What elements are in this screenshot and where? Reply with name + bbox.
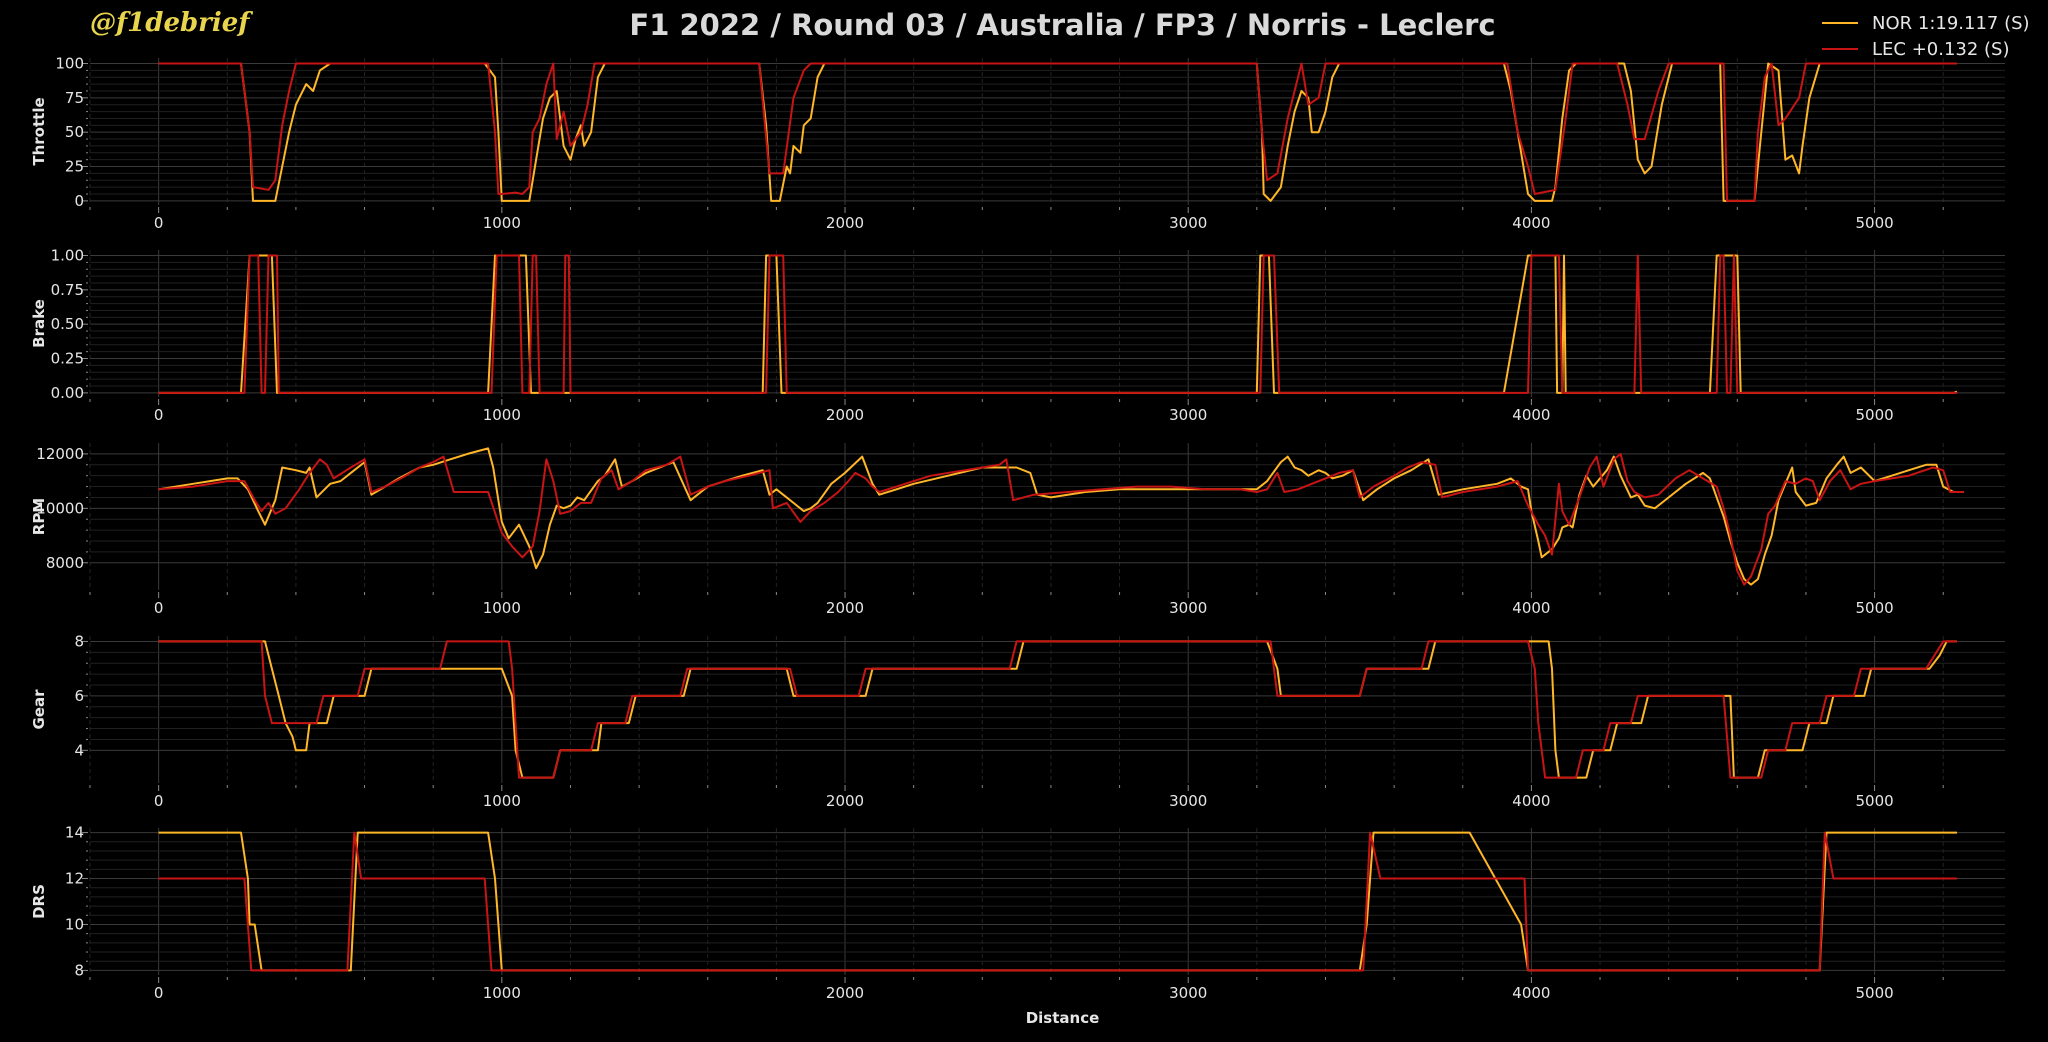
- legend-swatch-nor: [1822, 22, 1858, 24]
- y-tick-label: 100: [55, 54, 84, 72]
- x-tick-label: 3000: [1169, 406, 1207, 424]
- legend-item-lec: LEC +0.132 (S): [1822, 36, 2030, 62]
- x-tick-label: 5000: [1855, 984, 1893, 1002]
- y-tick-label: 50: [65, 123, 84, 141]
- series-line-lec: [158, 831, 1957, 972]
- x-tick-label: 4000: [1512, 599, 1550, 617]
- y-tick-label: 6: [74, 687, 84, 705]
- x-tick-label: 2000: [826, 214, 864, 232]
- y-tick-label: 1.00: [51, 246, 84, 264]
- x-tick-label: 3000: [1169, 984, 1207, 1002]
- x-tick-label: 4000: [1512, 984, 1550, 1002]
- x-tick-label: 1000: [483, 599, 521, 617]
- y-axis-label: DRS: [30, 884, 48, 919]
- x-tick-label: 0: [154, 406, 164, 424]
- x-tick-label: 0: [154, 214, 164, 232]
- x-tick-label: 5000: [1855, 792, 1893, 810]
- x-tick-label: 5000: [1855, 599, 1893, 617]
- y-tick-label: 0.75: [51, 281, 84, 299]
- x-tick-label: 2000: [826, 406, 864, 424]
- y-tick-label: 8: [74, 632, 84, 650]
- y-axis-label: RPM: [30, 498, 48, 535]
- y-tick-label: 75: [65, 89, 84, 107]
- y-axis-label: Brake: [30, 299, 48, 348]
- x-tick-label: 1000: [483, 214, 521, 232]
- series-line-lec: [158, 62, 1957, 202]
- watermark-logo: @f1debrief: [90, 8, 250, 38]
- x-tick-label: 4000: [1512, 406, 1550, 424]
- series-line-nor: [158, 640, 1957, 779]
- panel-rpm: 8000 10000 12000 0 1000 2000 3000 4000 5000 RPM: [30, 443, 2005, 617]
- x-tick-label: 2000: [826, 984, 864, 1002]
- series-line-lec: [158, 640, 1957, 779]
- x-tick-label: 1000: [483, 984, 521, 1002]
- legend-item-nor: NOR 1:19.117 (S): [1822, 10, 2030, 36]
- y-axis-label: Gear: [30, 689, 48, 730]
- series-line-nor: [158, 62, 1957, 202]
- y-tick-label: 4: [74, 741, 84, 759]
- x-axis-label: Distance: [1026, 1009, 1100, 1027]
- chart-title: F1 2022 / Round 03 / Australia / FP3 / N…: [629, 8, 1496, 42]
- x-tick-label: 0: [154, 984, 164, 1002]
- y-tick-label: 8: [74, 961, 84, 979]
- x-tick-label: 1000: [483, 406, 521, 424]
- legend: NOR 1:19.117 (S) LEC +0.132 (S): [1822, 10, 2030, 62]
- x-tick-label: 4000: [1512, 792, 1550, 810]
- x-tick-label: 0: [154, 599, 164, 617]
- y-axis-label: Throttle: [30, 97, 48, 165]
- y-tick-label: 10000: [36, 499, 84, 517]
- x-tick-label: 2000: [826, 599, 864, 617]
- y-tick-label: 0.50: [51, 315, 84, 333]
- y-tick-label: 0.00: [51, 384, 84, 402]
- y-tick-label: 8000: [46, 554, 84, 572]
- y-tick-label: 12000: [36, 445, 84, 463]
- x-tick-label: 5000: [1855, 214, 1893, 232]
- y-tick-label: 0.25: [51, 350, 84, 368]
- panel-drs: 8 10 12 14 0 1000 2000 3000 4000 5000 DRS Distance: [30, 824, 2005, 1027]
- panel-brake: 0.00 0.25 0.50 0.75 1.00 0 1000 2000 3000 4000 500…: [30, 246, 2005, 424]
- series-line-nor: [158, 831, 1957, 972]
- x-tick-label: 4000: [1512, 214, 1550, 232]
- y-tick-label: 14: [65, 824, 84, 842]
- series-line-nor: [158, 447, 1964, 586]
- y-tick-label: 12: [65, 870, 84, 888]
- series-line-lec: [158, 452, 1964, 586]
- legend-label-nor: NOR 1:19.117 (S): [1872, 12, 2030, 34]
- legend-swatch-lec: [1822, 48, 1858, 50]
- y-tick-label: 10: [65, 915, 84, 933]
- x-tick-label: 2000: [826, 792, 864, 810]
- x-tick-label: 3000: [1169, 792, 1207, 810]
- x-tick-label: 1000: [483, 792, 521, 810]
- x-tick-label: 0: [154, 792, 164, 810]
- series-line-lec: [158, 254, 1957, 394]
- y-tick-label: 25: [65, 158, 84, 176]
- legend-label-lec: LEC +0.132 (S): [1872, 38, 2010, 60]
- panel-gear: 4 6 8 0 1000 2000 3000 4000 5000 Gear: [30, 632, 2005, 810]
- x-tick-label: 5000: [1855, 406, 1893, 424]
- y-tick-label: 0: [74, 192, 84, 210]
- x-tick-label: 3000: [1169, 214, 1207, 232]
- x-tick-label: 3000: [1169, 599, 1207, 617]
